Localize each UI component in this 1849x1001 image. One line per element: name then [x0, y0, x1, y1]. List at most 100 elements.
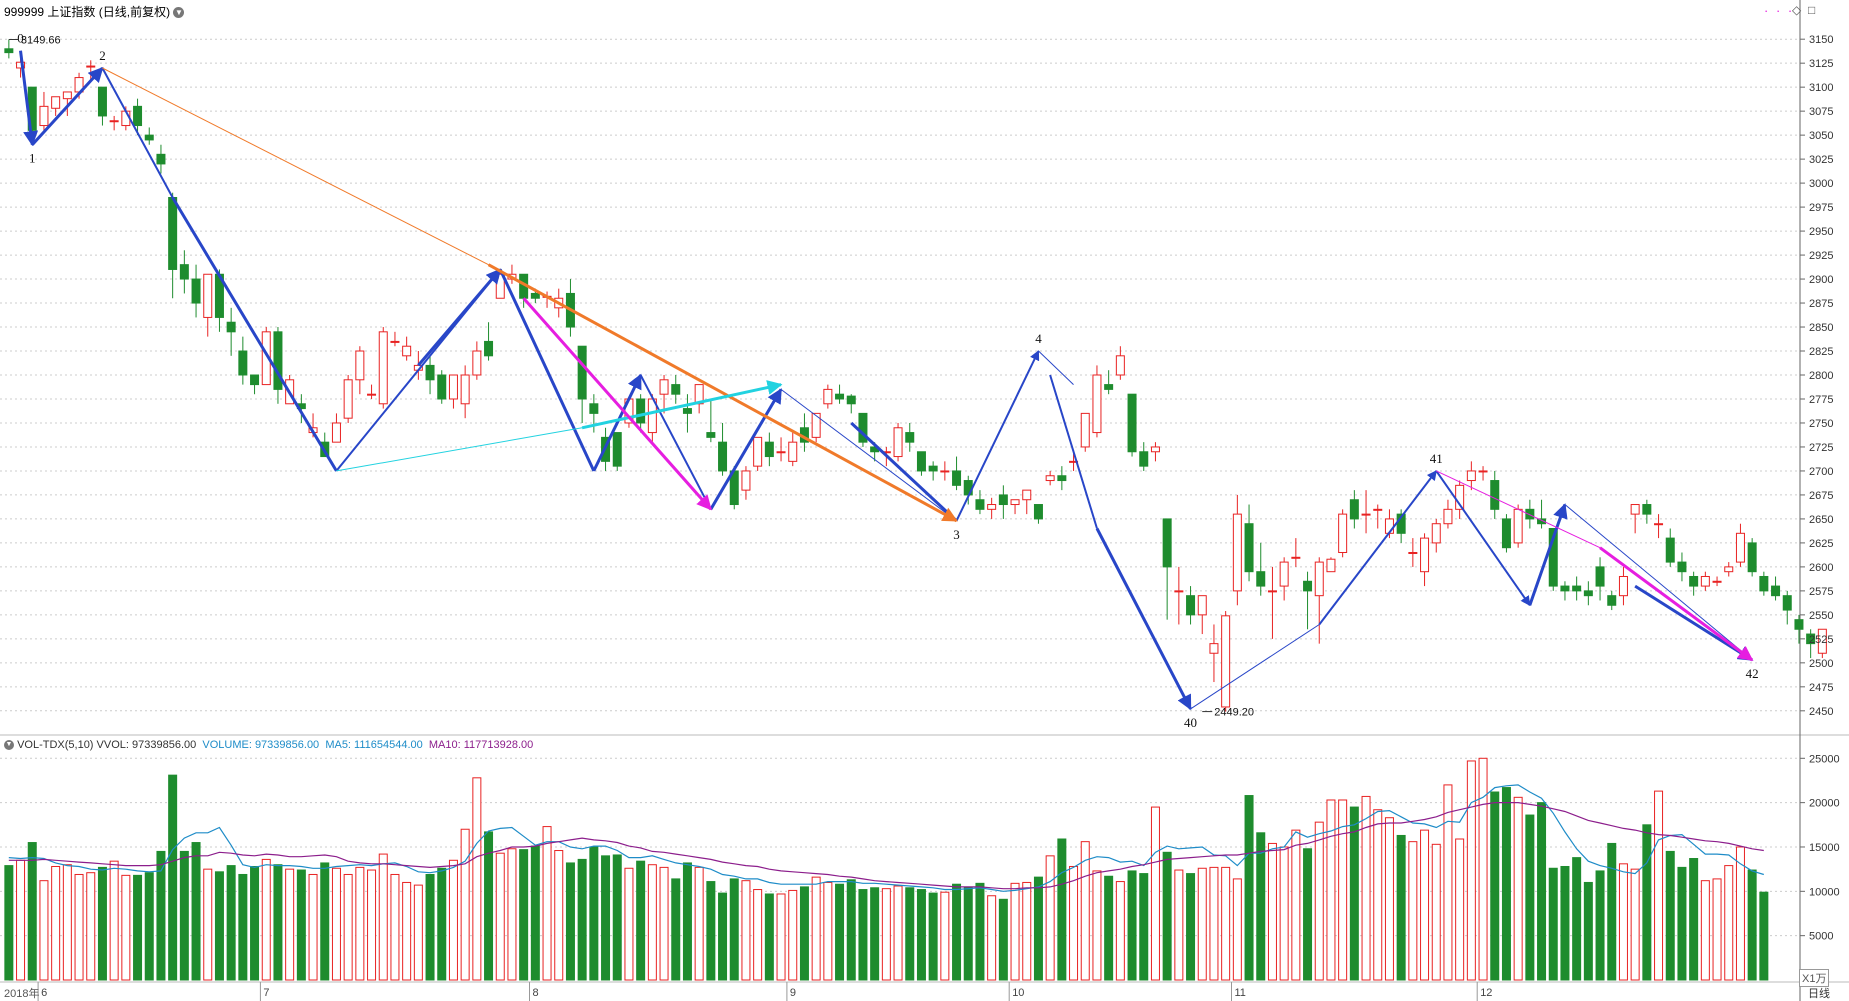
volume-bar: [952, 883, 962, 981]
candle-body: [741, 470, 751, 491]
candle-body: [1513, 508, 1523, 544]
wave-line-orange: [102, 67, 489, 266]
volume-bar: [109, 860, 119, 981]
chevron-down-circle-icon[interactable]: ▼: [173, 7, 185, 19]
volume-bar: [507, 848, 517, 981]
candle-body: [402, 345, 412, 357]
volume-bar: [1384, 817, 1394, 981]
candle-body: [1174, 590, 1184, 593]
candle-body: [1197, 595, 1207, 616]
price-tick-label: 3050: [1809, 130, 1833, 142]
wave-line-orange: [487, 263, 958, 523]
symbol-name: 上证指数: [47, 5, 96, 19]
price-tick-label: 3025: [1809, 154, 1833, 166]
extreme-price-label: 2449.20: [1214, 707, 1254, 719]
volume-bar: [1548, 867, 1558, 981]
candle-body: [1665, 537, 1675, 563]
volume-bar: [1525, 814, 1535, 981]
chart-title: 999999 上证指数 (日线,前复权) ▼: [4, 3, 185, 20]
wave-line-wave: [1634, 584, 1754, 662]
volume-bar: [1607, 842, 1617, 981]
volume-bar: [1010, 882, 1020, 981]
volume-bar: [893, 885, 903, 981]
candle-body: [659, 379, 669, 395]
candle-body: [355, 350, 365, 381]
candle-body: [1209, 643, 1219, 654]
candle-body: [378, 331, 388, 405]
date-axis: 6 7 8 9 10 11 12: [37, 982, 1492, 1001]
volume-bar: [320, 862, 330, 981]
volume-bar: [296, 869, 306, 981]
volume-bar: [916, 889, 926, 981]
price-tick-label: 2575: [1809, 586, 1833, 598]
wave-line-cyan: [581, 380, 783, 430]
volume-bar: [51, 865, 61, 981]
volume-bar: [1724, 865, 1734, 981]
wave-point-label: 2: [99, 48, 106, 63]
volume-bar: [437, 867, 447, 981]
candle-body: [1338, 513, 1348, 554]
candle-body: [144, 134, 154, 141]
volume-bar: [1478, 757, 1488, 981]
candle-body: [835, 393, 845, 400]
volume-bar: [179, 850, 189, 981]
price-tick-label: 2800: [1809, 370, 1833, 382]
candle-body: [577, 345, 587, 400]
volume-bar: [881, 888, 891, 981]
candle-body: [62, 91, 72, 100]
price-tick-label: 3100: [1809, 82, 1833, 94]
price-tick-label: 3125: [1809, 58, 1833, 70]
candle-body: [238, 350, 248, 376]
volume-bar: [1455, 838, 1465, 981]
square-icon[interactable]: □: [1808, 3, 1816, 17]
candle-body: [1267, 590, 1277, 593]
volume-header: ▼ VOL-TDX(5,10) VVOL: 97339856.00 VOLUME…: [4, 739, 533, 751]
candle-body: [1747, 542, 1757, 573]
volume-bar: [1197, 867, 1207, 981]
volume-bar: [928, 892, 938, 981]
candle-body: [940, 470, 950, 473]
volume-bar: [226, 865, 236, 981]
volume-tick-label: 25000: [1809, 753, 1840, 765]
candle-body: [1654, 523, 1664, 526]
wave-line-wave: [417, 268, 502, 367]
wave-line-wave: [1095, 527, 1192, 711]
volume-bar: [601, 855, 611, 981]
price-tick-label: 2750: [1809, 418, 1833, 430]
period-button[interactable]: 日线: [1808, 988, 1830, 1000]
period-label: (日线,前复权): [98, 5, 171, 19]
volume-bar: [1291, 829, 1301, 981]
volume-tick-label: 5000: [1809, 931, 1833, 943]
volume-bar: [1256, 832, 1266, 981]
volume-bar: [203, 868, 213, 981]
volume-bar: [1408, 841, 1418, 981]
volume-bar: [1654, 790, 1664, 981]
volume-bar: [624, 867, 634, 981]
candle-body: [1139, 451, 1149, 467]
volume-bar: [846, 879, 856, 981]
volume-bar: [1560, 865, 1570, 981]
candle-body: [1244, 523, 1254, 573]
collapse-icon[interactable]: ▼: [4, 740, 14, 751]
candle-body: [1501, 518, 1511, 549]
month-label: 12: [1480, 987, 1492, 999]
price-tick-label: 2875: [1809, 298, 1833, 310]
volume-bar: [764, 893, 774, 981]
diamond-icon[interactable]: ◇: [1792, 3, 1802, 17]
volume-bar: [144, 872, 154, 981]
volume-bar: [1221, 866, 1231, 981]
volume-bar: [1162, 851, 1172, 981]
volume-bar: [659, 866, 669, 981]
volume-bar: [975, 882, 985, 981]
volume-bar: [776, 893, 786, 981]
candle-body: [776, 451, 786, 454]
ma10-line: [8, 801, 1764, 890]
volume-bar: [1033, 876, 1043, 981]
indicator-name: VOL-TDX(5,10): [17, 739, 94, 751]
candle-body: [179, 264, 189, 280]
volume-bar: [1630, 868, 1640, 981]
candle-body: [1279, 561, 1289, 587]
volume-bar: [542, 826, 552, 981]
volume-bar: [156, 850, 166, 981]
